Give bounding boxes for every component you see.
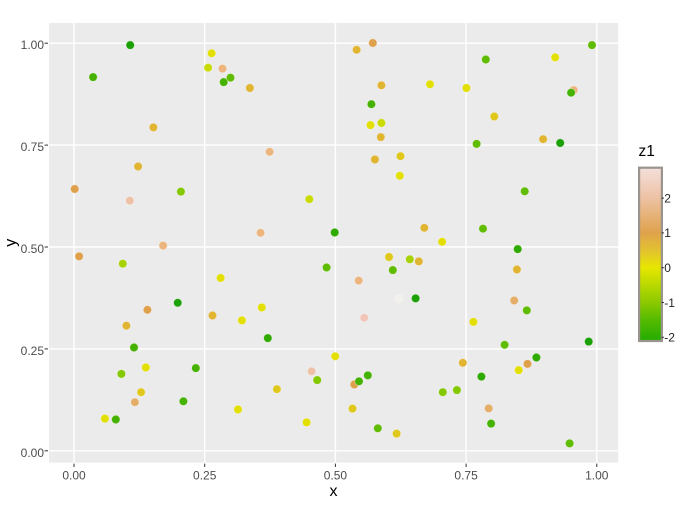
svg-text:2: 2 bbox=[664, 191, 671, 205]
svg-text:1: 1 bbox=[664, 226, 671, 240]
svg-text:1.00: 1.00 bbox=[21, 38, 45, 52]
svg-text:0.25: 0.25 bbox=[193, 468, 217, 482]
svg-text:0.00: 0.00 bbox=[21, 446, 45, 460]
svg-text:0.25: 0.25 bbox=[21, 344, 45, 358]
svg-text:0.75: 0.75 bbox=[454, 468, 478, 482]
svg-text:0: 0 bbox=[664, 261, 671, 275]
svg-text:1.00: 1.00 bbox=[585, 468, 609, 482]
svg-text:0.50: 0.50 bbox=[324, 468, 348, 482]
svg-text:0.50: 0.50 bbox=[21, 242, 45, 256]
svg-text:y: y bbox=[3, 239, 20, 247]
svg-text:-2: -2 bbox=[664, 331, 675, 345]
svg-text:-1: -1 bbox=[664, 296, 675, 310]
svg-text:0.75: 0.75 bbox=[21, 140, 45, 154]
svg-text:0.00: 0.00 bbox=[62, 468, 86, 482]
svg-text:x: x bbox=[330, 483, 338, 500]
svg-text:z1: z1 bbox=[639, 143, 655, 160]
